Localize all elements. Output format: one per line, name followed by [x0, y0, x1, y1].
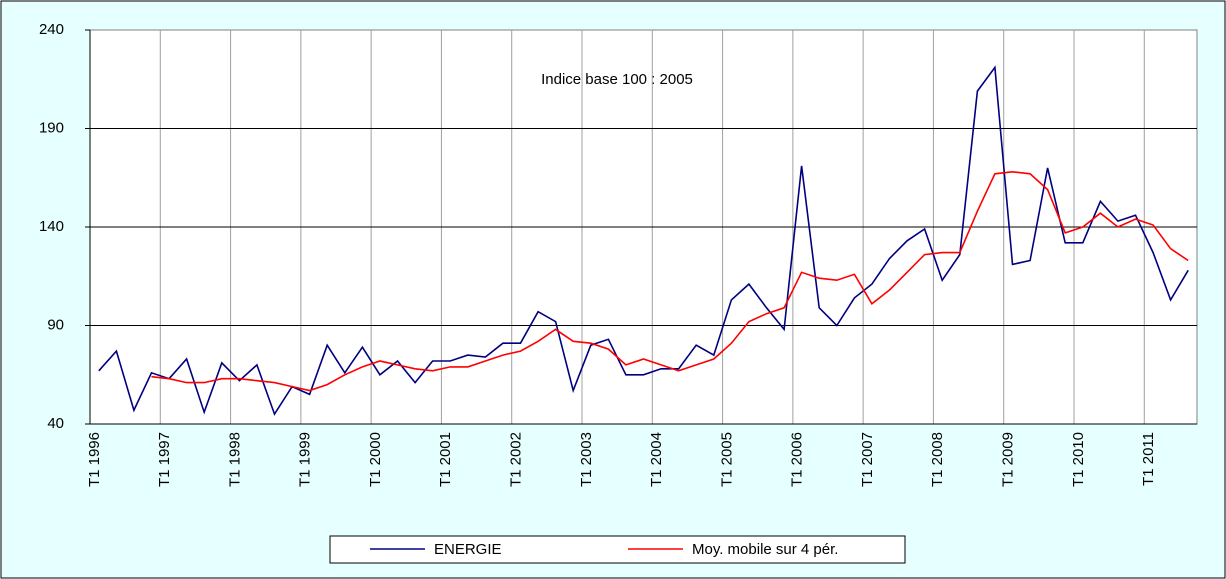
y-tick-label: 40: [47, 415, 64, 432]
x-tick-label: T1 2002: [507, 432, 524, 487]
y-tick-label: 140: [39, 218, 64, 235]
x-tick-label: T1 2005: [718, 432, 735, 487]
x-tick-label: T1 2010: [1070, 432, 1087, 487]
series-line: [151, 170, 1189, 392]
x-tick-label: T1 1999: [297, 432, 314, 487]
y-tick-label: 240: [39, 21, 64, 38]
x-tick-label: T1 1997: [156, 432, 173, 487]
legend-label: Moy. mobile sur 4 pér.: [692, 541, 838, 558]
x-tick-label: T1 2000: [367, 432, 384, 487]
legend: [329, 535, 906, 564]
y-tick-label: 90: [47, 316, 64, 333]
annotation: Indice base 100 : 2005: [541, 71, 693, 88]
x-tick-label: T1 1996: [86, 432, 103, 487]
x-tick-label: T1 2001: [437, 432, 454, 487]
legend-label: ENERGIE: [434, 541, 502, 558]
x-tick-label: T1 2003: [578, 432, 595, 487]
x-tick-label: T1 2004: [648, 432, 665, 487]
x-tick-label: T1 2009: [999, 432, 1016, 487]
y-tick-label: 190: [39, 119, 64, 136]
x-tick-label: T1 2006: [789, 432, 806, 487]
x-tick-label: T1 2007: [859, 432, 876, 487]
x-tick-label: T1 1998: [226, 432, 243, 487]
x-tick-label: T1 2008: [929, 432, 946, 487]
series-line: [98, 65, 1189, 416]
x-tick-label: T1 2011: [1140, 432, 1157, 486]
